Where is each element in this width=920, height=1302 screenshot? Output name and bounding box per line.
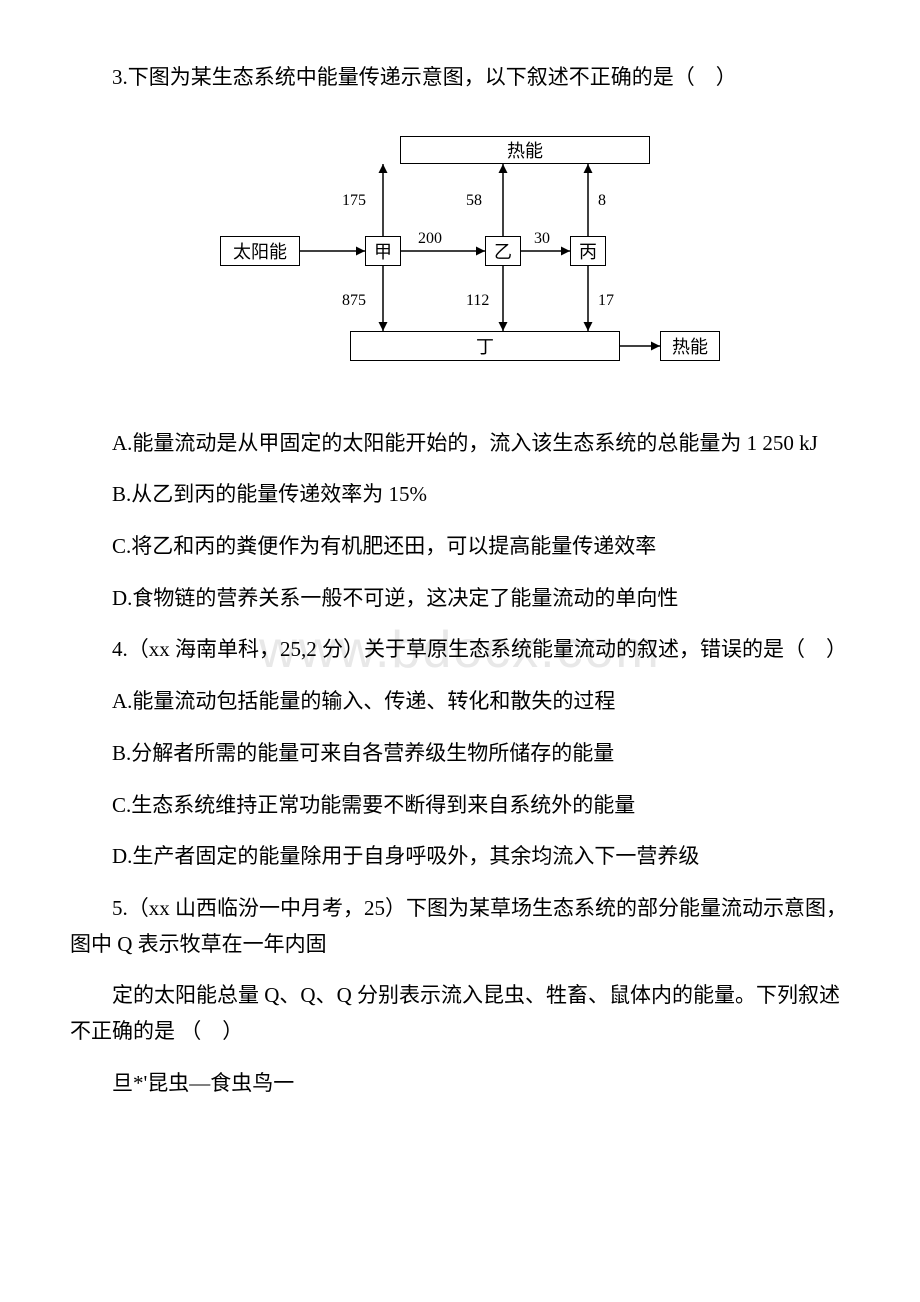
document-body: 3.下图为某生态系统中能量传递示意图，以下叙述不正确的是（ ） 热能太阳能甲乙丙… (70, 60, 850, 1101)
diagram-value-n175: 175 (342, 192, 366, 210)
diagram-box-heat_r: 热能 (660, 331, 720, 361)
q3-opt-b: B.从乙到丙的能量传递效率为 15% (70, 477, 850, 513)
q4-opt-a: A.能量流动包括能量的输入、传递、转化和散失的过程 (70, 684, 850, 720)
diagram-value-n8: 8 (598, 192, 606, 210)
energy-diagram: 热能太阳能甲乙丙丁热能1755882003087511217 (220, 136, 700, 366)
diagram-box-jia: 甲 (365, 236, 401, 266)
q5-cont: 定的太阳能总量 Q、Q、Q 分别表示流入昆虫、牲畜、鼠体内的能量。下列叙述不正确… (70, 978, 850, 1049)
diagram-box-ding: 丁 (350, 331, 620, 361)
q4-opt-c: C.生态系统维持正常功能需要不断得到来自系统外的能量 (70, 788, 850, 824)
diagram-box-heat_top: 热能 (400, 136, 650, 164)
q3-opt-c: C.将乙和丙的粪便作为有机肥还田，可以提高能量传递效率 (70, 529, 850, 565)
diagram-box-sun: 太阳能 (220, 236, 300, 266)
q4-opt-b: B.分解者所需的能量可来自各营养级生物所储存的能量 (70, 736, 850, 772)
q3-opt-d: D.食物链的营养关系一般不可逆，这决定了能量流动的单向性 (70, 581, 850, 617)
q3-stem: 3.下图为某生态系统中能量传递示意图，以下叙述不正确的是（ ） (70, 60, 850, 96)
q3-opt-a: A.能量流动是从甲固定的太阳能开始的，流入该生态系统的总能量为 1 250 kJ (70, 426, 850, 462)
diagram-value-n30: 30 (534, 230, 550, 248)
diagram-box-yi: 乙 (485, 236, 521, 266)
q4-stem: 4.（xx 海南单科，25,2 分）关于草原生态系统能量流动的叙述，错误的是（ … (70, 632, 850, 668)
q4-opt-d: D.生产者固定的能量除用于自身呼吸外，其余均流入下一营养级 (70, 839, 850, 875)
q5-fragment: 旦*'昆虫—食虫鸟一 (70, 1066, 850, 1102)
q5-stem: 5.（xx 山西临汾一中月考，25）下图为某草场生态系统的部分能量流动示意图，图… (70, 891, 850, 962)
diagram-value-n200: 200 (418, 230, 442, 248)
diagram-value-n112: 112 (466, 292, 489, 310)
diagram-value-n58: 58 (466, 192, 482, 210)
diagram-value-n875: 875 (342, 292, 366, 310)
diagram-value-n17: 17 (598, 292, 614, 310)
diagram-box-bing: 丙 (570, 236, 606, 266)
